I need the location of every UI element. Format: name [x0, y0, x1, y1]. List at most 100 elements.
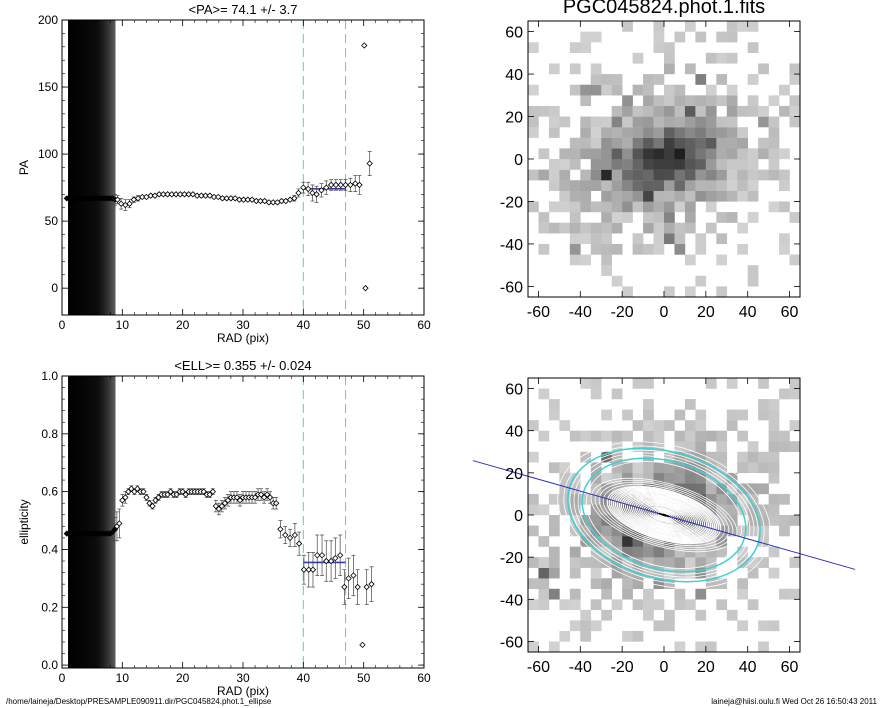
image-pixel — [705, 95, 717, 107]
image-pixel — [580, 451, 592, 463]
image-pixel — [716, 116, 728, 128]
data-point — [278, 197, 285, 205]
image-pixel — [789, 63, 801, 75]
image-pixel — [622, 127, 633, 138]
image-pixel — [653, 21, 665, 32]
image-pixel — [569, 599, 581, 611]
band-strip — [90, 376, 92, 668]
image-pixel — [695, 462, 707, 474]
band-strip — [84, 376, 86, 668]
isophote-overlay-panel: -60 -40 -20 0 20 40 60 -60 -40 -20 0 20 40 60 — [472, 377, 856, 676]
image-pixel — [632, 233, 644, 245]
image-pixel — [580, 42, 592, 53]
data-point — [119, 497, 126, 504]
image-pixel — [716, 159, 728, 170]
image-pixel — [538, 536, 550, 547]
image-pixel — [674, 137, 686, 149]
band-strip — [104, 20, 107, 315]
image-pixel — [559, 222, 571, 234]
x-tick-label: 40 — [739, 659, 757, 676]
image-pixel — [559, 116, 571, 128]
image-pixel — [622, 137, 633, 149]
image-pixel — [611, 116, 623, 128]
data-point — [182, 491, 189, 498]
image-pixel — [768, 169, 780, 181]
image-pixel — [622, 116, 633, 128]
image-pixel — [601, 557, 612, 568]
image-pixel — [653, 557, 665, 568]
image-pixel — [548, 546, 560, 558]
image-pixel — [768, 137, 780, 149]
band-strip — [93, 376, 96, 668]
data-point — [164, 191, 171, 198]
band-strip — [86, 376, 88, 668]
x-tick-label: 20 — [697, 659, 715, 676]
image-pixel — [538, 430, 550, 442]
band-strip — [76, 20, 78, 315]
image-pixel — [632, 137, 644, 149]
data-point — [304, 185, 312, 193]
image-pixel — [569, 243, 581, 255]
image-pixel — [569, 525, 581, 537]
image-pixel — [601, 515, 612, 526]
image-pixel — [747, 265, 759, 276]
image-pixel — [580, 201, 592, 213]
image-pixel — [590, 567, 602, 579]
image-pixel — [643, 588, 654, 600]
image-pixel — [664, 546, 675, 558]
image-pixel — [664, 63, 675, 75]
image-pixel — [695, 430, 707, 442]
band-strip — [82, 20, 84, 315]
footer-path: /home/laineja/Desktop/PRESAMPLE090911.di… — [6, 697, 272, 706]
data-point — [332, 181, 340, 189]
image-pixel — [538, 578, 550, 589]
data-point — [362, 285, 369, 292]
image-pixel — [684, 599, 696, 611]
image-pixel — [705, 430, 717, 442]
image-pixel — [569, 190, 581, 202]
isophote-group — [472, 441, 856, 589]
band-strip — [113, 20, 115, 315]
image-pixel — [590, 63, 602, 75]
band-strip — [112, 20, 114, 315]
band-strip — [97, 20, 100, 315]
image-pixel — [747, 599, 759, 611]
image-pixel — [528, 504, 539, 516]
y-tick-label: 0.4 — [41, 542, 58, 556]
image-pixel — [695, 472, 707, 484]
image-pixel — [789, 95, 801, 107]
data-point — [332, 554, 339, 562]
x-tick-label: 50 — [357, 318, 371, 332]
image-pixel — [580, 95, 592, 107]
image-pixel — [779, 169, 790, 181]
data-point — [251, 494, 259, 501]
image-pixel — [674, 190, 686, 202]
band-strip — [78, 20, 80, 315]
y-tick-label: 0.8 — [41, 427, 58, 441]
data-point — [366, 160, 373, 167]
band-strip — [109, 20, 112, 315]
image-pixel — [580, 137, 592, 149]
image-pixel — [768, 116, 780, 128]
data-point — [359, 641, 366, 649]
image-pixel — [632, 201, 644, 213]
image-pixel — [643, 169, 654, 181]
band-strip — [111, 376, 113, 668]
image-pixel — [789, 388, 801, 400]
image-pixel — [643, 74, 654, 85]
image-pixel — [548, 567, 560, 579]
band-strip — [98, 20, 101, 315]
image-pixel — [559, 462, 571, 474]
image-pixel — [601, 233, 612, 245]
x-tick-label: 0 — [59, 318, 66, 332]
image-pixel — [601, 265, 612, 276]
x-tick-label: 30 — [236, 671, 250, 685]
image-pixel — [569, 233, 581, 245]
x-tick-label: 20 — [697, 304, 715, 321]
data-point — [282, 531, 289, 539]
data-point — [143, 494, 150, 501]
image-pixel — [695, 105, 707, 117]
image-pixel — [684, 127, 696, 138]
image-pixel — [643, 180, 654, 191]
image-pixel — [674, 95, 686, 107]
